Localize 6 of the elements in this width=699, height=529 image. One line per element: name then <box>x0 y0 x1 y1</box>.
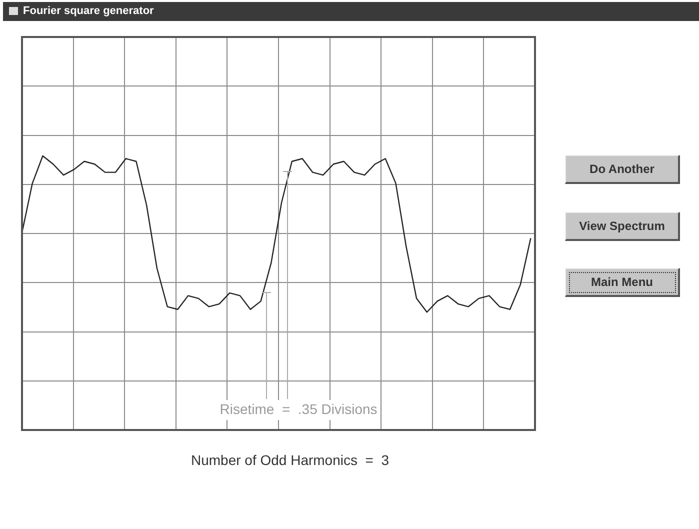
text: Number of Odd Harmonics = 3 <box>190 452 390 468</box>
chart-title: Fourier square generator <box>23 5 154 17</box>
annotation: Risetime = .35 Divisions <box>220 400 378 417</box>
text: Main Menu <box>565 268 680 297</box>
text: View Spectrum <box>565 212 680 241</box>
text: Do Another <box>565 155 680 184</box>
